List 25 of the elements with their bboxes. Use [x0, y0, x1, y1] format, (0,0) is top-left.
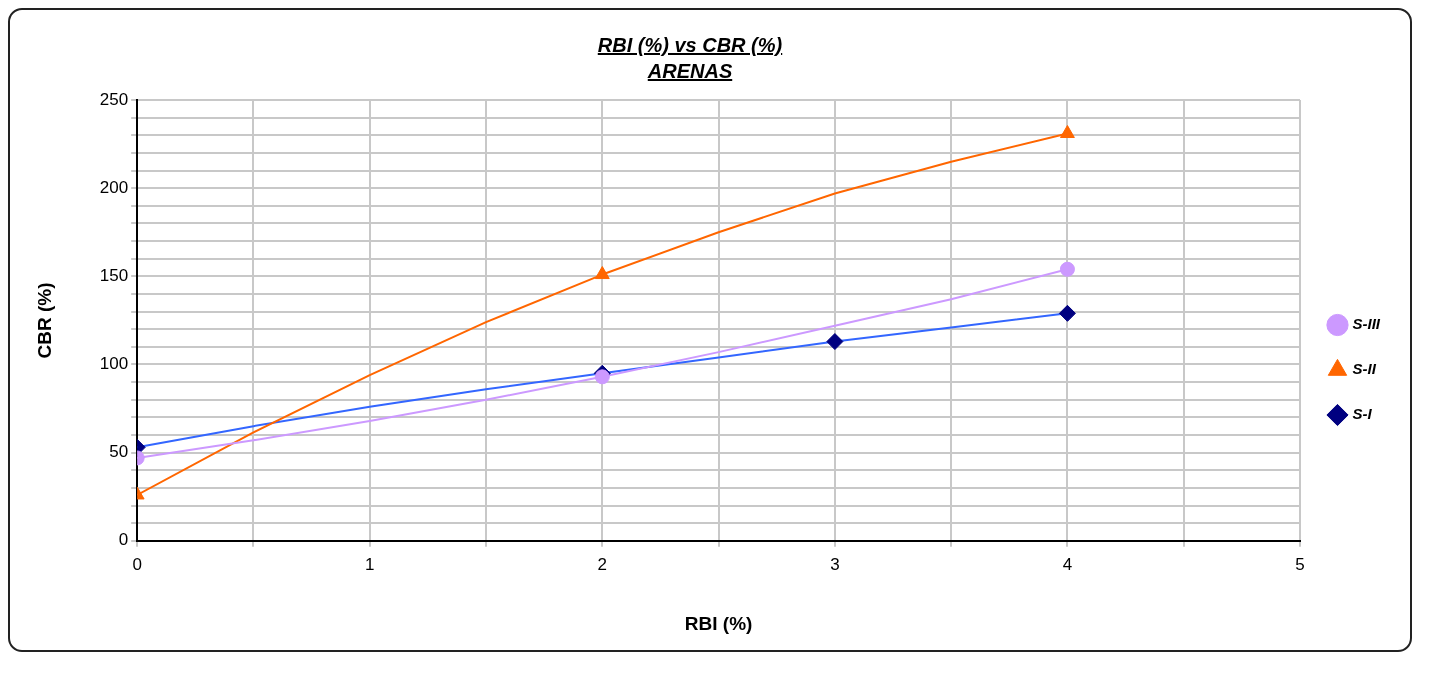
x-tick-label: 3	[830, 554, 840, 574]
y-tick-label: 100	[99, 354, 129, 374]
y-tick-label: 150	[99, 266, 129, 286]
chart-title: RBI (%) vs CBR (%)	[596, 33, 784, 58]
x-tick-label: 0	[132, 554, 142, 574]
point	[1058, 304, 1076, 322]
legend-label: S-II	[1352, 360, 1377, 378]
legend-label: S-I	[1352, 405, 1373, 423]
y-tick-label: 50	[109, 442, 129, 462]
x-tick-label: 2	[597, 554, 608, 574]
x-tick-label: 4	[1062, 554, 1073, 574]
x-tick-label: 5	[1295, 554, 1305, 574]
point	[594, 369, 610, 385]
chart-subtitle: ARENAS	[646, 59, 734, 84]
x-axis-title: RBI (%)	[684, 612, 753, 634]
x-tick-label: 1	[365, 554, 375, 574]
y-tick-label: 0	[118, 530, 129, 550]
point	[1060, 125, 1075, 138]
y-tick-label: 200	[99, 177, 129, 197]
y-axis-title: CBR (%)	[33, 282, 55, 359]
y-tick-label: 250	[99, 89, 129, 109]
point	[594, 266, 610, 280]
point	[1059, 261, 1075, 277]
legend-label: S-III	[1352, 315, 1381, 333]
point	[826, 333, 844, 351]
